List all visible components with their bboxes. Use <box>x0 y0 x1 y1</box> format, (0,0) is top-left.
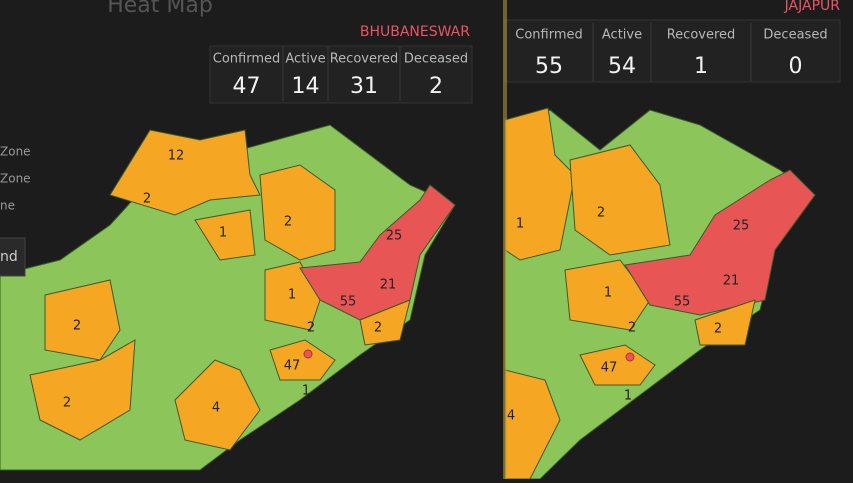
map-label: 25 <box>733 219 750 234</box>
map-label: 2 <box>63 396 71 411</box>
map-label: 47 <box>284 359 301 374</box>
stat-value: 2 <box>429 74 443 99</box>
map-label: 4 <box>212 401 220 416</box>
map-label: 55 <box>674 295 691 310</box>
map-label: 55 <box>340 295 357 310</box>
district-name: BHUBANESWAR <box>360 24 470 40</box>
right-map <box>504 107 816 480</box>
map-label: 2 <box>714 322 722 337</box>
map-label: 1 <box>604 286 612 301</box>
map-label: 47 <box>601 361 618 376</box>
legend-item: ne <box>0 199 15 213</box>
map-label: 2 <box>284 215 292 230</box>
map-label: 2 <box>597 206 605 221</box>
stat-label: Active <box>602 28 642 43</box>
district-name: JAJAPUR <box>784 0 841 14</box>
map-label: 4 <box>507 409 515 424</box>
map-label: 25 <box>386 229 403 244</box>
stat-label: Recovered <box>330 52 399 67</box>
title: Heat Map <box>107 0 213 18</box>
map-label: 21 <box>380 278 397 293</box>
left-map <box>0 124 456 471</box>
legend-item: Zone <box>0 145 31 159</box>
map-label: 12 <box>168 149 185 164</box>
map-label: 1 <box>516 217 524 232</box>
stat-value: 14 <box>292 74 320 99</box>
stat-value: 31 <box>350 74 378 99</box>
stat-value: 55 <box>535 54 563 79</box>
stat-value: 0 <box>789 54 803 79</box>
map-label: 1 <box>219 226 227 241</box>
stat-label: Deceased <box>404 52 468 67</box>
stats-box <box>209 45 473 104</box>
map-label: 2 <box>73 319 81 334</box>
legend-item: Zone <box>0 172 31 186</box>
stat-value: 1 <box>694 54 708 79</box>
map-label: 2 <box>374 321 382 336</box>
map-label: 2 <box>628 321 636 336</box>
map-label: 2 <box>143 192 151 207</box>
location-marker <box>303 349 313 359</box>
location-marker <box>625 352 635 362</box>
stats-box <box>504 19 841 83</box>
stat-label: Deceased <box>763 28 827 43</box>
stat-value: 54 <box>608 54 636 79</box>
map-label: 1 <box>302 384 310 399</box>
stat-label: Recovered <box>667 28 736 43</box>
button[interactable] <box>0 237 26 277</box>
map-label: 21 <box>723 274 740 289</box>
stat-label: Confirmed <box>515 28 583 43</box>
map-label: 1 <box>288 288 296 303</box>
map-label: 2 <box>307 321 315 336</box>
map-label: 1 <box>624 389 632 404</box>
button-label[interactable]: nd <box>0 249 18 265</box>
stat-value: 47 <box>233 74 261 99</box>
stat-label: Confirmed <box>213 52 281 67</box>
stat-label: Active <box>285 52 325 67</box>
